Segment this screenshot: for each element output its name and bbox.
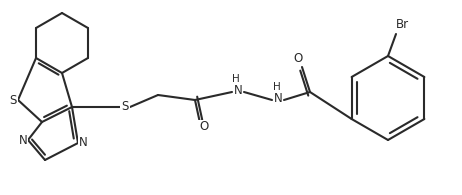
Text: O: O: [293, 52, 303, 66]
Text: N: N: [234, 83, 243, 97]
Text: H: H: [273, 82, 281, 92]
Text: S: S: [9, 93, 17, 106]
Text: Br: Br: [395, 18, 408, 30]
Text: N: N: [274, 92, 282, 105]
Text: N: N: [79, 136, 87, 150]
Text: O: O: [200, 121, 209, 134]
Text: S: S: [122, 99, 129, 113]
Text: H: H: [232, 74, 240, 84]
Text: N: N: [18, 134, 27, 146]
